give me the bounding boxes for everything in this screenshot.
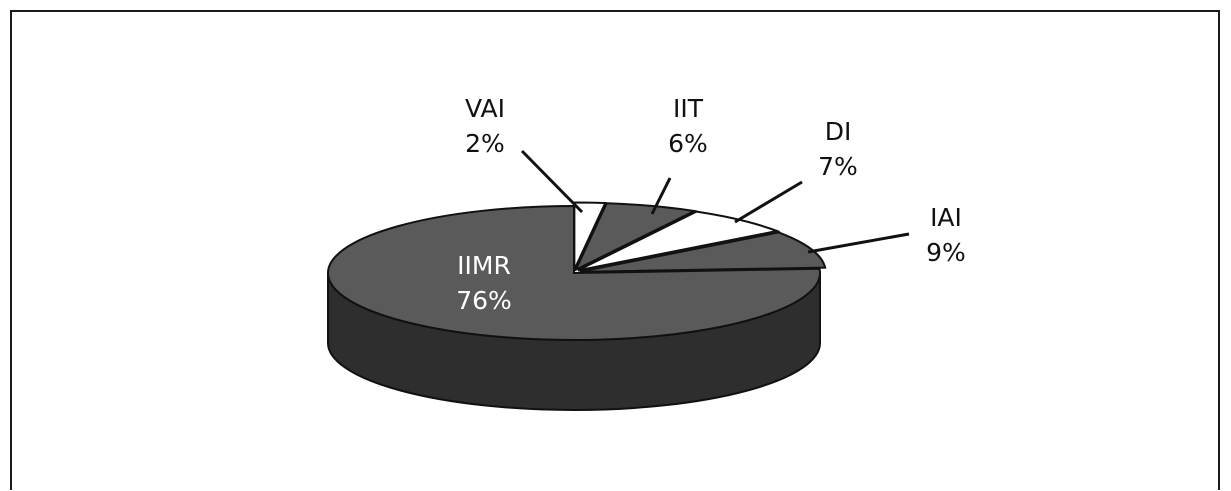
slice-labels: IIMR 76% VAI 2% IIT 6% DI 7% IAI 9% [456, 94, 966, 315]
slice-label-iit-value: 6% [668, 129, 708, 158]
slice-label-iimr-value: 76% [456, 286, 512, 315]
pie-slice-iit [573, 202, 698, 272]
chart-frame: IIMR 76% VAI 2% IIT 6% DI 7% IAI 9% [10, 10, 1220, 490]
pie-slice-iai [579, 231, 827, 273]
pie-slice-iimr [327, 204, 821, 341]
slice-label-iai-name: IAI [930, 203, 962, 232]
label-leader-lines [520, 149, 910, 254]
slice-label-di-name: DI [825, 117, 852, 146]
slice-label-vai-value: 2% [465, 129, 505, 158]
slice-label-iit-name: IIT [673, 94, 704, 123]
leader-line-iai [807, 232, 910, 254]
leader-line-di [734, 180, 803, 224]
pie-slices [327, 201, 827, 341]
slice-label-vai-name: VAI [465, 94, 505, 123]
leader-line-iit [650, 177, 672, 215]
slice-label-iai-value: 9% [926, 238, 966, 267]
slice-label-iimr-name: IIMR [457, 251, 511, 280]
slice-label-di-value: 7% [818, 152, 858, 181]
pie-chart: IIMR 76% VAI 2% IIT 6% DI 7% IAI 9% [327, 94, 966, 411]
leader-line-vai [520, 149, 584, 214]
